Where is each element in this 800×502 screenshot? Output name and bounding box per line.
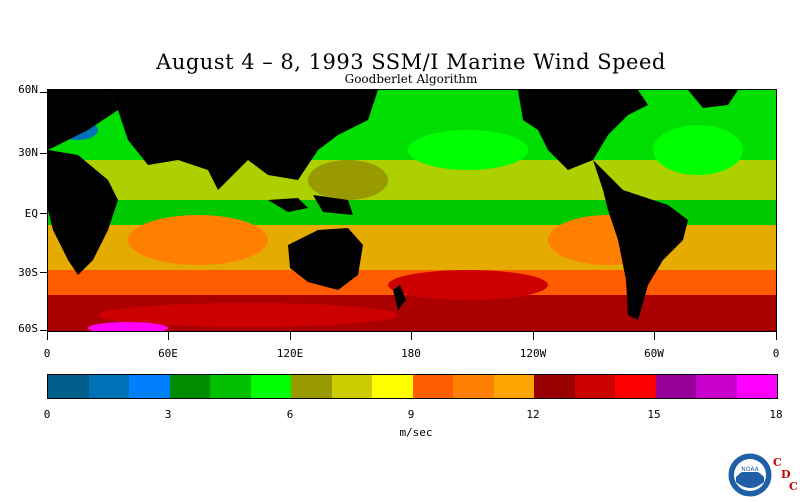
- lat-tick: [40, 92, 47, 93]
- land-masses: [48, 90, 738, 320]
- lon-tick: [776, 332, 777, 340]
- land-indonesia-a: [268, 198, 308, 212]
- map-svg: [48, 90, 776, 331]
- colorbar-swatch: [291, 375, 332, 398]
- colorbar-swatch: [696, 375, 737, 398]
- lon-label-60w: 60W: [644, 347, 664, 360]
- colorbar-swatch: [655, 375, 696, 398]
- lat-tick: [40, 330, 47, 331]
- page-subtitle: Goodberlet Algorithm: [344, 72, 478, 86]
- lon-label-60e: 60E: [158, 347, 178, 360]
- wind-patch-s-pacific: [388, 270, 548, 300]
- lon-label-120w: 120W: [519, 347, 547, 360]
- noaa-cdc-logo: NOAA C D C: [728, 452, 800, 498]
- lat-tick: [40, 272, 47, 273]
- land-greenland: [688, 90, 738, 108]
- logo-letter-c1: C: [773, 456, 782, 469]
- colorbar-swatch: [534, 375, 575, 398]
- colorbar-swatch: [453, 375, 494, 398]
- colorbar-label-18: 18: [769, 408, 783, 421]
- lat-label-30s: 30S: [18, 266, 38, 279]
- wind-speed-map: [47, 89, 777, 332]
- colorbar-label-6: 6: [286, 408, 294, 421]
- colorbar-swatch: [250, 375, 291, 398]
- colorbar-swatch: [412, 375, 453, 398]
- colorbar-label-12: 12: [526, 408, 540, 421]
- colorbar-swatch: [331, 375, 372, 398]
- lon-tick: [411, 332, 412, 340]
- colorbar-swatch: [736, 375, 777, 398]
- wind-patch-n-pacific: [408, 130, 528, 170]
- wind-patch-n-atlantic: [653, 125, 743, 175]
- colorbar-swatch: [210, 375, 251, 398]
- land-south-america: [593, 160, 688, 320]
- page-title: August 4 – 8, 1993 SSM/I Marine Wind Spe…: [156, 50, 666, 74]
- lat-label-60s: 60S: [18, 322, 38, 335]
- colorbar-swatch: [88, 375, 129, 398]
- colorbar-swatch: [48, 375, 89, 398]
- colorbar-swatch: [493, 375, 534, 398]
- lat-label-30n: 30N: [18, 146, 38, 159]
- lat-label-eq: EQ: [24, 207, 38, 220]
- lon-label-120e: 120E: [276, 347, 304, 360]
- lon-label-0-east: 0: [772, 347, 780, 360]
- lon-tick: [533, 332, 534, 340]
- colorbar-swatch: [574, 375, 615, 398]
- colorbar-swatch: [169, 375, 210, 398]
- lat-tick: [40, 153, 47, 154]
- colorbar-swatch: [615, 375, 656, 398]
- colorbar-units: m/sec: [399, 426, 433, 439]
- wind-patch-w-pacific: [308, 160, 388, 200]
- colorbar-swatch: [129, 375, 170, 398]
- land-indonesia-b: [313, 195, 353, 215]
- land-new-zealand: [393, 285, 406, 310]
- colorbar-label-3: 3: [164, 408, 172, 421]
- land-australia: [288, 228, 363, 290]
- lat-label-60n: 60N: [18, 83, 38, 96]
- lon-label-0: 0: [43, 347, 51, 360]
- colorbar-swatch: [372, 375, 413, 398]
- lon-tick: [168, 332, 169, 340]
- logo-letter-d: D: [781, 468, 791, 481]
- wind-band-tropics-north: [48, 160, 776, 200]
- wind-patch-indian: [128, 215, 268, 265]
- lon-tick: [290, 332, 291, 340]
- lon-tick: [47, 332, 48, 340]
- colorbar-label-15: 15: [647, 408, 661, 421]
- noaa-logo-icon: NOAA C D C: [728, 453, 798, 497]
- land-europe: [48, 90, 118, 150]
- land-africa: [48, 150, 118, 275]
- colorbar: [47, 374, 778, 399]
- colorbar-label-9: 9: [407, 408, 415, 421]
- land-asia: [108, 90, 378, 190]
- lon-label-180: 180: [401, 347, 421, 360]
- land-north-america: [518, 90, 648, 170]
- lon-tick: [654, 332, 655, 340]
- colorbar-label-0: 0: [43, 408, 51, 421]
- logo-letter-c2: C: [789, 480, 798, 493]
- wind-patch-antarctic: [88, 322, 168, 331]
- logo-agency-text: NOAA: [741, 466, 759, 473]
- wind-patch-s-indian: [98, 303, 398, 327]
- lat-tick: [40, 213, 47, 214]
